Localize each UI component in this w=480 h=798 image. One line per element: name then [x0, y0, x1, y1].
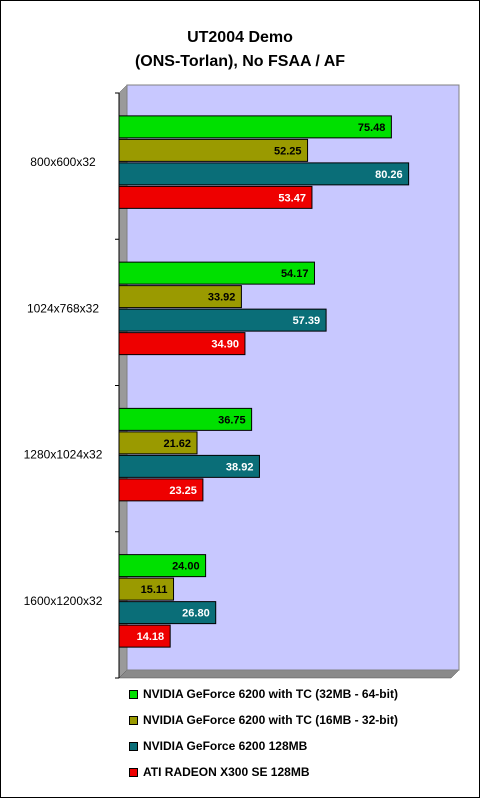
bar [118, 285, 242, 309]
bar-value-label: 38.92 [226, 461, 254, 473]
chart-title: UT2004 Demo [187, 29, 293, 46]
bar-value-label: 14.18 [137, 631, 165, 643]
category-label: 1280x1024x32 [24, 448, 103, 462]
bar-body [118, 577, 175, 601]
bar [118, 407, 253, 431]
bar-value-label: 36.75 [218, 414, 246, 426]
bar [118, 478, 204, 502]
chart-subtitle: (ONS-Torlan), No FSAA / AF [134, 53, 346, 70]
category-label: 1600x1200x32 [24, 594, 103, 608]
bar-body [118, 308, 327, 332]
bar-value-label: 34.90 [211, 339, 239, 351]
bar [118, 554, 207, 578]
bar-value-label: 24.00 [172, 561, 200, 573]
bar-value-label: 80.26 [375, 169, 403, 181]
bar-value-label: 33.92 [208, 292, 236, 304]
bar-value-label: 52.25 [274, 145, 302, 157]
plot-floor [118, 669, 460, 679]
legend-label: NVIDIA GeForce 6200 with TC (32MB - 64-b… [143, 687, 398, 701]
bar-body [118, 332, 246, 356]
bar-value-label: 23.25 [169, 485, 197, 497]
bar-body [118, 285, 242, 309]
bar-body [118, 407, 253, 431]
bar [118, 261, 315, 285]
bar-value-label: 15.11 [141, 584, 168, 596]
legend-swatch [129, 767, 138, 777]
bar [118, 577, 175, 601]
legend: NVIDIA GeForce 6200 with TC (32MB - 64-b… [129, 686, 429, 790]
legend-item: NVIDIA GeForce 6200 with TC (16MB - 32-b… [129, 712, 398, 728]
bar [118, 601, 217, 625]
bar-body [118, 261, 315, 285]
bar-value-label: 26.80 [182, 608, 210, 620]
bar-body [118, 478, 204, 502]
bar [118, 624, 171, 648]
bar-body [118, 115, 392, 139]
bar-body [118, 624, 171, 648]
bar [118, 431, 198, 455]
category-label: 1024x768x32 [27, 301, 99, 315]
bar-body [118, 185, 313, 209]
bar-value-label: 21.62 [163, 438, 191, 450]
bar-value-label: 57.39 [293, 315, 321, 327]
bar-body [118, 431, 198, 455]
legend-swatch [129, 689, 138, 699]
bar [118, 138, 309, 162]
bar-body [118, 162, 410, 186]
legend-item: NVIDIA GeForce 6200 with TC (32MB - 64-b… [129, 686, 398, 702]
bar [118, 308, 327, 332]
bar [118, 162, 410, 186]
bar-body [118, 138, 309, 162]
bar-body [118, 554, 207, 578]
legend-item: NVIDIA GeForce 6200 128MB [129, 738, 307, 754]
legend-swatch [129, 741, 138, 751]
bar-value-label: 54.17 [281, 268, 309, 280]
legend-label: NVIDIA GeForce 6200 with TC (16MB - 32-b… [143, 713, 398, 727]
bar [118, 332, 246, 356]
legend-label: ATI RADEON X300 SE 128MB [143, 765, 310, 779]
bar [118, 115, 392, 139]
bar-body [118, 454, 260, 478]
bar [118, 185, 313, 209]
legend-label: NVIDIA GeForce 6200 128MB [143, 739, 308, 753]
bar-value-label: 75.48 [358, 122, 386, 134]
bar-body [118, 601, 217, 625]
bar [118, 454, 260, 478]
category-label: 800x600x32 [30, 155, 96, 169]
legend-item: ATI RADEON X300 SE 128MB [129, 764, 310, 780]
bar-value-label: 53.47 [278, 192, 306, 204]
legend-swatch [129, 715, 138, 725]
